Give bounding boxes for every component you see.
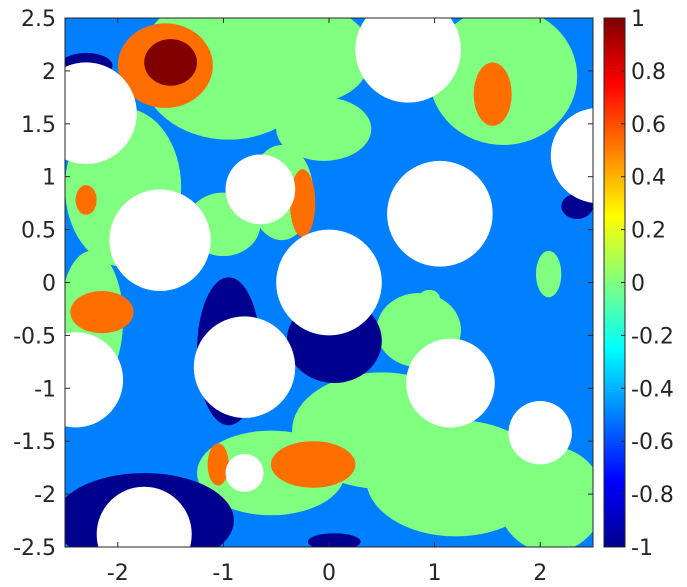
x-tick-label: 2 — [533, 561, 547, 586]
hole-disk-12 — [96, 486, 192, 547]
contour-region-level-0-1 — [255, 18, 372, 103]
hole-disk-9 — [406, 338, 495, 428]
colorbar: -1 -0.8 -0.6 -0.4 -0.2 0 0.2 0.4 0.6 0.8 1 — [603, 7, 674, 561]
colorbar-tick-label: 0.4 — [631, 166, 666, 191]
contour-region-level-0p5-5 — [207, 443, 229, 486]
colorbar-tick-label: 0.8 — [631, 60, 666, 85]
colorbar-tick-label: 0.2 — [631, 219, 666, 244]
hole-disk-3 — [225, 154, 296, 225]
hole-disk-8 — [65, 332, 124, 428]
y-tick-label: -0.5 — [13, 324, 56, 349]
hole-disk-1 — [65, 62, 137, 164]
hole-disk-11 — [225, 453, 264, 492]
hole-disk-5 — [387, 160, 493, 267]
y-tick-label: -1.5 — [13, 430, 56, 455]
x-axis: -2 -1 0 1 2 — [107, 18, 547, 586]
colorbar-tick-label: -0.2 — [631, 324, 674, 349]
y-axis: -2.5 -2 -1.5 -1 -0.5 0 0.5 1 1.5 2 2.5 — [13, 7, 593, 561]
colorbar-tick-label: 0 — [631, 272, 645, 297]
colorbar-tick-label: 1 — [631, 7, 645, 32]
colorbar-tick-label: -0.6 — [631, 430, 674, 455]
hole-disk-0 — [355, 18, 461, 103]
contour-region-level-0p5-2 — [70, 290, 134, 334]
hole-disk-4 — [109, 189, 211, 291]
x-tick-label: -1 — [212, 561, 234, 586]
hole-disk-10 — [508, 400, 572, 465]
contour-region-level-0-10 — [497, 446, 593, 547]
contour-region-level-0p5-1 — [473, 62, 512, 126]
x-tick-label: -2 — [107, 561, 129, 586]
hole-disk-7 — [193, 316, 296, 418]
x-tick-label: 0 — [322, 561, 336, 586]
y-tick-label: -2.5 — [13, 536, 56, 561]
contour-region-level-0p5-4 — [289, 169, 316, 238]
colorbar-tick-label: -1 — [631, 536, 653, 561]
contour-region-level-1-0 — [144, 39, 198, 86]
hole-disk-2 — [550, 108, 593, 203]
contour-region-level-0p5-6 — [270, 441, 356, 488]
y-tick-label: -2 — [34, 483, 56, 508]
x-tick-label: 1 — [428, 561, 442, 586]
colorbar-tick-label: 0.6 — [631, 113, 666, 138]
colorbar-ticks: -1 -0.8 -0.6 -0.4 -0.2 0 0.2 0.4 0.6 0.8 1 — [621, 7, 674, 561]
colorbar-tick-label: -0.8 — [631, 483, 674, 508]
plot-area — [65, 18, 593, 547]
hole-disks — [65, 18, 593, 547]
y-tick-label: 2.5 — [21, 7, 56, 32]
contour-region-level-0-5 — [276, 97, 372, 161]
hole-disk-6 — [276, 229, 382, 336]
y-tick-label: -1 — [34, 377, 56, 402]
colorbar-tick-label: -0.4 — [631, 377, 674, 402]
contour-region-level-0-14 — [535, 250, 562, 298]
contour-region-level-neg1-5 — [307, 533, 361, 547]
y-tick-label: 0 — [42, 272, 56, 297]
y-tick-label: 1.5 — [21, 113, 56, 138]
contour-region-level-0p5-3 — [75, 185, 97, 215]
y-tick-label: 1 — [42, 166, 56, 191]
y-tick-label: 2 — [42, 60, 56, 85]
contour-region-level-0-13 — [418, 289, 440, 307]
y-tick-label: 0.5 — [21, 219, 56, 244]
